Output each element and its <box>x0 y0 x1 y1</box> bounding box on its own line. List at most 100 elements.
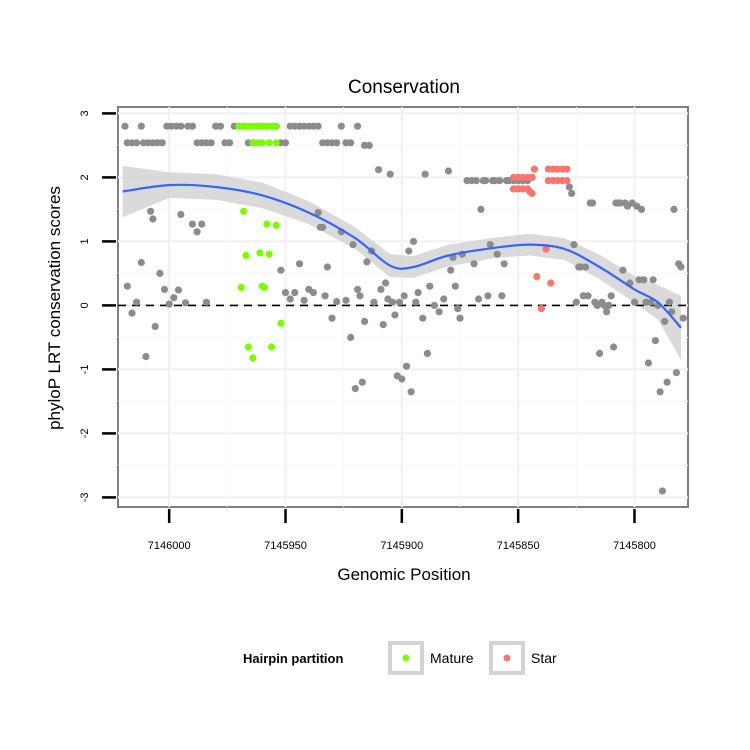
point-other <box>181 299 190 307</box>
point-other <box>435 308 443 316</box>
point-other <box>147 207 155 215</box>
point-other <box>281 139 290 147</box>
point-other <box>484 292 492 300</box>
point-other <box>177 210 185 219</box>
point-mature <box>263 220 271 228</box>
point-mature <box>237 283 245 292</box>
point-other <box>177 122 185 130</box>
point-other <box>665 298 674 306</box>
point-other <box>277 266 285 274</box>
point-other <box>470 260 478 268</box>
point-other <box>589 199 597 207</box>
y-tick-label: 3 <box>79 110 91 116</box>
point-other <box>133 139 141 147</box>
point-other <box>670 205 678 213</box>
point-mature <box>244 343 252 351</box>
point-other <box>286 295 294 303</box>
point-other <box>123 282 131 290</box>
point-other <box>354 122 362 130</box>
smooth-trend-line <box>122 183 682 329</box>
point-mature <box>258 139 266 147</box>
point-other <box>361 317 369 325</box>
point-other <box>656 388 664 396</box>
point-other <box>647 298 655 306</box>
point-other <box>337 122 345 130</box>
point-other <box>309 289 317 297</box>
point-star <box>563 165 571 173</box>
x-tick-label: 7146000 <box>148 540 191 552</box>
point-other <box>430 301 438 309</box>
point-other <box>128 309 136 317</box>
point-other <box>447 266 455 274</box>
point-mature <box>261 283 269 292</box>
point-other <box>568 189 576 197</box>
point-other <box>498 292 506 300</box>
point-other <box>333 139 341 147</box>
point-star <box>542 245 550 253</box>
point-other <box>402 362 411 370</box>
point-other <box>156 269 164 277</box>
point-mature <box>272 139 280 147</box>
point-other <box>398 375 406 383</box>
point-other <box>382 279 390 287</box>
point-other <box>630 298 639 306</box>
point-other <box>226 139 234 147</box>
point-other <box>351 385 359 393</box>
point-other <box>300 296 308 304</box>
legend-title: Hairpin partition <box>243 651 343 666</box>
point-mature <box>272 221 280 229</box>
point-other <box>672 369 681 377</box>
point-other <box>391 311 399 319</box>
point-other <box>493 250 501 258</box>
point-other <box>619 266 627 274</box>
axis-ticks: 3 2 1 0 -1 -2 -3 7146000 7145950 7145900 7145850 71… <box>79 110 656 552</box>
data-points <box>121 122 687 495</box>
point-other <box>426 282 434 290</box>
point-mature <box>268 343 276 351</box>
point-mature <box>256 249 264 257</box>
point-star <box>533 273 541 281</box>
point-other <box>658 487 667 495</box>
plot-panel <box>117 106 689 508</box>
y-tick-label: 2 <box>79 174 91 180</box>
point-other <box>412 298 420 306</box>
x-tick-label: 7145900 <box>380 540 423 552</box>
point-other <box>605 301 613 309</box>
point-other <box>365 141 373 149</box>
point-other <box>137 258 145 267</box>
y-tick-label: -1 <box>79 365 91 375</box>
point-other <box>637 205 646 213</box>
point-other <box>323 263 331 271</box>
point-other <box>375 166 383 174</box>
x-tick-label: 7145800 <box>613 540 656 552</box>
point-other <box>333 298 341 306</box>
point-other <box>377 285 385 293</box>
point-other <box>149 215 157 223</box>
point-other <box>421 170 429 178</box>
point-other <box>482 177 490 185</box>
point-star <box>563 177 571 185</box>
point-other <box>319 223 327 231</box>
point-other <box>151 322 159 331</box>
point-other <box>649 276 657 284</box>
point-other <box>321 292 329 300</box>
point-other <box>370 298 378 306</box>
point-other <box>572 298 580 306</box>
point-other <box>160 285 169 293</box>
point-other <box>314 209 322 217</box>
point-other <box>356 292 364 300</box>
point-other <box>679 314 687 322</box>
point-other <box>188 220 196 228</box>
point-other <box>475 295 483 303</box>
point-other <box>651 337 660 345</box>
point-other <box>188 122 196 130</box>
point-mature <box>242 251 250 260</box>
point-other <box>347 139 355 147</box>
point-other <box>216 122 224 130</box>
point-other <box>281 289 290 297</box>
point-other <box>158 139 166 147</box>
confidence-ribbon <box>122 165 681 360</box>
point-other <box>440 295 448 303</box>
x-tick-label: 7145950 <box>264 540 307 552</box>
